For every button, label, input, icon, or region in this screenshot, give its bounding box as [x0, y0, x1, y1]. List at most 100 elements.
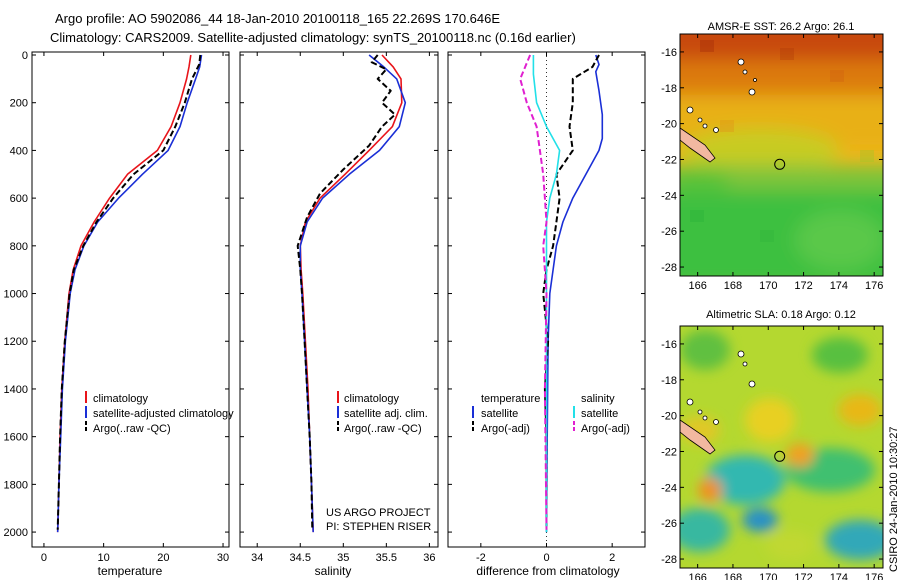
- legend-label-sal-argo: Argo(-adj): [581, 423, 630, 435]
- difference-x-axis: -2 0 2: [476, 52, 615, 564]
- salinity-xlabel: salinity: [315, 564, 352, 578]
- depth-axis: 0 200 400 600 800 1000 1200 1400 1600 1800 2000: [4, 50, 645, 539]
- legend-label-climatology: climatology: [93, 393, 149, 405]
- temperature-panel-frame: [31, 51, 230, 548]
- legend-label-temp-argo: Argo(-adj): [481, 423, 530, 435]
- header-line1: Argo profile: AO 5902086_44 18-Jan-2010 …: [55, 11, 500, 26]
- map-x-tick-label: 172: [794, 572, 812, 580]
- difference-lines: [519, 54, 604, 533]
- map-x-tick-label: 168: [724, 280, 742, 292]
- pi-credit: PI: STEPHEN RISER: [326, 521, 431, 533]
- x-tick-label: -2: [476, 552, 486, 564]
- depth-tick-label: 1800: [4, 479, 28, 491]
- map-x-tick-label: 176: [865, 280, 883, 292]
- depth-tick-label: 1200: [4, 336, 28, 348]
- legend-label-satellite: satellite-adjusted climatology: [93, 408, 234, 420]
- map-x-tick-label: 174: [830, 280, 848, 292]
- new-caledonia-coast: [680, 127, 716, 163]
- series-line-climatology: [299, 54, 403, 533]
- map-y-tick-label: -24: [661, 482, 677, 494]
- map-y-tick-label: -24: [661, 190, 677, 202]
- sla-map-axes: 166 168 170 172 174 176 -16 -18 -20 -22 -24 -26 -28: [661, 326, 883, 580]
- series-line-salinity-satellite: [532, 55, 561, 533]
- sst-map-axes: 166 168 170 172 174 176 -16 -18 -20 -22 -24 -26 -28: [661, 34, 883, 292]
- salinity-x-axis: 34 34.5 35 35.5 36: [251, 52, 436, 564]
- legend-label-sal-satellite: satellite: [581, 408, 618, 420]
- timestamp: CSIRO 24-Jan-2010 10:30:27: [888, 426, 900, 572]
- depth-tick-label: 0: [22, 50, 28, 62]
- sst-pixel-texture: [690, 40, 874, 242]
- x-tick-label: 0: [543, 552, 549, 564]
- temperature-xlabel: temperature: [98, 564, 163, 578]
- map-y-tick-label: -28: [661, 262, 677, 274]
- project-credit: US ARGO PROJECT: [326, 507, 431, 519]
- depth-tick-label: 600: [10, 193, 28, 205]
- x-tick-label: 10: [98, 552, 110, 564]
- map-y-tick-label: -28: [661, 554, 677, 566]
- legend-label-argo: Argo(..raw -QC): [344, 423, 422, 435]
- map-x-tick-label: 174: [830, 572, 848, 580]
- map-y-tick-label: -18: [661, 375, 677, 387]
- depth-tick-label: 1600: [4, 432, 28, 444]
- depth-tick-label: 1000: [4, 289, 28, 301]
- map-y-tick-label: -26: [661, 226, 677, 238]
- series-line-satellite-adj-clim-: [299, 54, 407, 533]
- difference-legend: temperature satellite Argo(-adj) salinit…: [472, 393, 630, 435]
- depth-tick-label: 1400: [4, 384, 28, 396]
- legend-label-climatology: climatology: [344, 393, 400, 405]
- depth-tick-label: 800: [10, 241, 28, 253]
- argo-float-marker: [774, 450, 786, 462]
- series-line-climatology: [56, 54, 192, 533]
- legend-title-salinity: salinity: [581, 393, 615, 405]
- legend-label-argo: Argo(..raw -QC): [93, 423, 171, 435]
- sla-heatmap: [680, 326, 883, 568]
- map-x-tick-label: 170: [759, 280, 777, 292]
- islands: [686, 350, 756, 425]
- x-tick-label: 34.5: [290, 552, 311, 564]
- legend-label-satellite: satellite adj. clim.: [344, 408, 428, 420]
- series-line-temperature-argo-adj-: [542, 54, 600, 530]
- salinity-panel-frame: [239, 51, 439, 548]
- map-x-tick-label: 172: [794, 280, 812, 292]
- salinity-legend: climatology satellite adj. clim. Argo(..…: [337, 391, 428, 435]
- map-x-tick-label: 168: [724, 572, 742, 580]
- map-x-tick-label: 170: [759, 572, 777, 580]
- temperature-legend: climatology satellite-adjusted climatolo…: [85, 391, 234, 435]
- x-tick-label: 2: [609, 552, 615, 564]
- x-tick-label: 35: [337, 552, 349, 564]
- depth-tick-label: 200: [10, 98, 28, 110]
- temperature-lines: [56, 54, 203, 533]
- header-line2: Climatology: CARS2009. Satellite-adjuste…: [50, 30, 576, 45]
- map-x-tick-label: 166: [688, 572, 706, 580]
- map-y-tick-label: -26: [661, 518, 677, 530]
- series-line-satellite-adjusted-climatology: [56, 54, 203, 533]
- map-y-tick-label: -16: [661, 339, 677, 351]
- argo-float-marker: [774, 158, 786, 170]
- map-x-tick-label: 176: [865, 572, 883, 580]
- x-tick-label: 34: [251, 552, 263, 564]
- islands: [686, 58, 757, 133]
- map-y-tick-label: -16: [661, 47, 677, 59]
- sst-map-frame: [679, 33, 884, 277]
- depth-tick-label: 400: [10, 145, 28, 157]
- legend-label-temp-satellite: satellite: [481, 408, 518, 420]
- x-tick-label: 0: [41, 552, 47, 564]
- sla-map-frame: [679, 325, 884, 569]
- map-y-tick-label: -20: [661, 411, 677, 423]
- x-tick-label: 20: [157, 552, 169, 564]
- sst-map-title: AMSR-E SST: 26.2 Argo: 26.1: [708, 21, 855, 33]
- difference-xlabel: difference from climatology: [476, 564, 619, 578]
- temperature-x-axis: 0 10 20 30: [41, 52, 229, 564]
- salinity-lines: [296, 54, 407, 533]
- map-x-tick-label: 166: [688, 280, 706, 292]
- map-y-tick-label: -22: [661, 446, 677, 458]
- map-y-tick-label: -18: [661, 83, 677, 95]
- x-tick-label: 35.5: [376, 552, 397, 564]
- map-y-tick-label: -20: [661, 119, 677, 131]
- sst-heatmap: [680, 34, 883, 276]
- series-line-temperature-satellite: [545, 54, 604, 533]
- series-line-argo-raw-qc-: [56, 54, 202, 530]
- x-tick-label: 36: [423, 552, 435, 564]
- legend-title-temperature: temperature: [481, 393, 540, 405]
